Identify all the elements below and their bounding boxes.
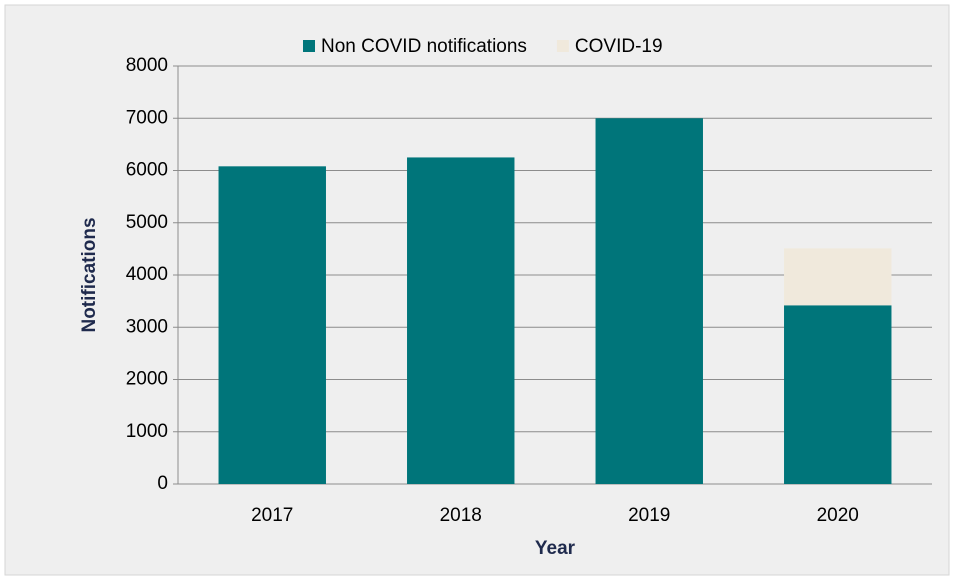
- y-tick-label: 5000: [126, 212, 168, 233]
- y-tick-label: 7000: [126, 107, 168, 128]
- bar: [407, 157, 515, 484]
- x-tick-label: 2019: [628, 505, 670, 526]
- legend-swatch: [303, 40, 315, 52]
- y-tick-label: 6000: [126, 160, 168, 181]
- x-tick-label: 2018: [440, 505, 482, 526]
- bar: [595, 118, 703, 484]
- x-tick-label: 2017: [251, 505, 293, 526]
- legend-swatch: [556, 40, 569, 52]
- y-tick-label: 3000: [126, 316, 168, 337]
- y-axis-title: Notifications: [79, 217, 100, 332]
- bar: [218, 166, 326, 484]
- y-tick-label: 2000: [126, 369, 168, 390]
- y-tick-label: 4000: [126, 264, 168, 285]
- x-axis-title: Year: [535, 538, 576, 559]
- y-tick-label: 0: [157, 473, 168, 494]
- x-tick-label: 2020: [817, 505, 859, 526]
- y-tick-label: 8000: [126, 55, 168, 76]
- legend-label: COVID-19: [575, 36, 663, 57]
- bar: [784, 248, 892, 306]
- bar: [784, 305, 892, 484]
- legend-label: Non COVID notifications: [321, 36, 527, 57]
- y-tick-label: 1000: [126, 421, 168, 442]
